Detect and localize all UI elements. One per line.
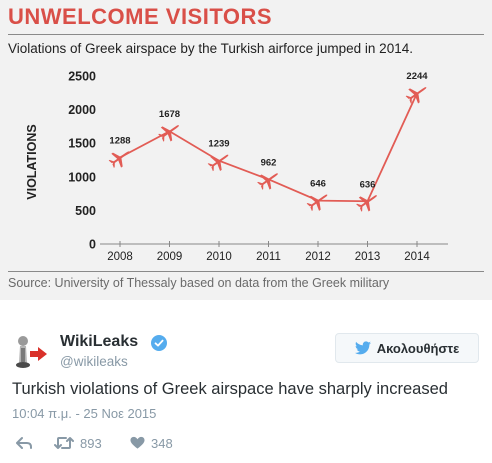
plane-body [359, 195, 377, 208]
plane-tail [306, 203, 313, 211]
y-tick-label: 1500 [68, 137, 96, 151]
plane-tail [257, 181, 264, 190]
x-tick-label: 2012 [305, 251, 331, 263]
user-handle[interactable]: @wikileaks [60, 354, 128, 369]
verified-badge-icon [151, 335, 167, 351]
divider [8, 271, 484, 272]
plane-body [409, 87, 427, 100]
x-tick-label: 2009 [157, 251, 183, 263]
wikileaks-logo-avatar[interactable] [12, 333, 52, 373]
plane-icon [158, 125, 179, 142]
heart-icon [130, 436, 145, 449]
x-tick-label: 2008 [107, 251, 133, 263]
plane-wings [259, 174, 272, 190]
plane-tail [108, 159, 115, 168]
retweet-count: 893 [80, 435, 102, 451]
data-label: 1678 [159, 109, 180, 120]
x-tick-label: 2014 [404, 251, 430, 263]
user-name[interactable]: WikiLeaks [60, 333, 139, 350]
data-label: 962 [261, 157, 277, 168]
infographic: UNWELCOME VISITORS Violations of Greek a… [0, 0, 492, 300]
plane-wings [111, 152, 123, 168]
plane-icon [207, 154, 229, 172]
plane-wings [210, 155, 222, 171]
twitter-bird-icon [354, 341, 371, 355]
y-tick-label: 500 [75, 204, 96, 218]
plane-body [161, 125, 179, 138]
infographic-subtitle: Violations of Greek airspace by the Turk… [8, 41, 413, 56]
plane-body [112, 151, 130, 164]
plane-tail [405, 95, 412, 104]
divider [8, 34, 484, 35]
plane-body [211, 154, 229, 168]
violations-line-chart: VIOLATIONS 0 500 1000 1500 2000 2500 2008 2009… [25, 70, 448, 263]
like-button[interactable]: 348 [130, 433, 173, 453]
y-axis-label: VIOLATIONS [25, 124, 39, 199]
infographic-title: UNWELCOME VISITORS [8, 4, 273, 29]
tweet-text: Turkish violations of Greek airspace hav… [12, 380, 448, 398]
follow-button[interactable]: Ακολουθήστε [335, 333, 479, 363]
y-tick-label: 2000 [68, 103, 96, 117]
y-tick-label: 0 [89, 238, 96, 252]
plane-tail [158, 133, 165, 142]
data-labels: 1288 1678 1239 962 646 636 2244 [109, 71, 428, 190]
data-label: 636 [360, 179, 376, 190]
y-axis-ticks: 0 500 1000 1500 2000 2500 [68, 70, 96, 252]
retweet-icon [54, 437, 74, 449]
x-tick-label: 2010 [206, 251, 232, 263]
data-label: 646 [310, 179, 326, 190]
tweet-card: WikiLeaks @wikileaks Ακολουθήστε Turkish… [0, 300, 492, 463]
plane-icon [405, 87, 427, 104]
y-axis-label-group: VIOLATIONS [25, 124, 39, 199]
plane-wings [160, 126, 173, 142]
source-note: Source: University of Thessaly based on … [8, 276, 390, 290]
like-count: 348 [151, 435, 173, 451]
data-label: 1288 [109, 135, 130, 146]
x-tick-label: 2013 [355, 251, 381, 263]
plane-wings [309, 195, 321, 211]
reply-button[interactable] [16, 433, 32, 453]
data-label: 1239 [208, 139, 229, 150]
x-axis: 2008 2009 2010 2011 2012 2013 2014 [100, 241, 448, 263]
follow-button-label: Ακολουθήστε [376, 340, 460, 356]
plane-icon [306, 194, 328, 211]
y-tick-label: 1000 [68, 170, 96, 184]
plane-icon [257, 173, 278, 190]
plane-tail [207, 163, 214, 172]
tweet-timestamp[interactable]: 10:04 π.μ. - 25 Νοε 2015 [12, 406, 157, 421]
plane-icon [356, 195, 377, 212]
plane-tail [356, 203, 363, 212]
plane-wings [358, 196, 371, 212]
plane-body [260, 173, 278, 186]
retweet-button[interactable]: 893 [54, 433, 102, 453]
plane-icon [108, 151, 130, 168]
plane-wings [408, 88, 420, 104]
y-tick-label: 2500 [68, 70, 96, 84]
reply-icon [16, 437, 32, 449]
x-tick-label: 2011 [256, 251, 281, 263]
data-label: 2244 [406, 71, 428, 82]
plane-body [310, 194, 328, 207]
plane-markers [108, 87, 427, 212]
